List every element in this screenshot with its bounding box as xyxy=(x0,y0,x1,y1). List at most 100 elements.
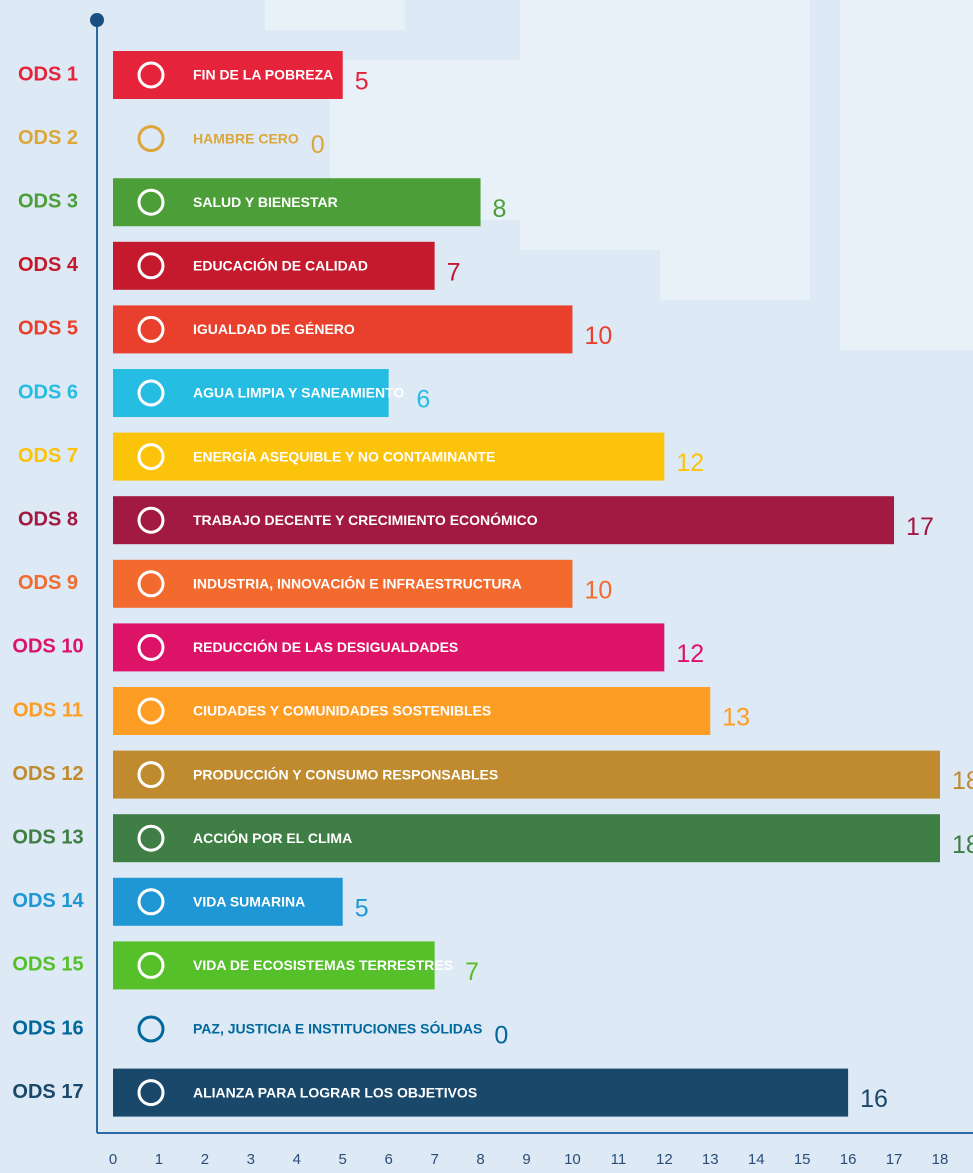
x-tick-label: 14 xyxy=(748,1151,765,1168)
bar-icon xyxy=(137,1015,165,1043)
x-tick-label: 15 xyxy=(794,1151,811,1168)
category-label: ODS 9 xyxy=(18,572,78,594)
value-label: 18 xyxy=(952,831,973,859)
x-tick-label: 7 xyxy=(430,1151,438,1168)
background xyxy=(265,0,973,350)
bar xyxy=(113,369,389,417)
category-label: ODS 15 xyxy=(12,954,83,976)
category-label: ODS 14 xyxy=(12,890,84,912)
bar xyxy=(113,750,940,799)
x-tick-label: 5 xyxy=(339,1151,347,1168)
bar-icon xyxy=(137,824,165,852)
value-label: 12 xyxy=(676,640,704,668)
category-label: ODS 5 xyxy=(18,318,78,340)
bar-icon xyxy=(137,379,165,407)
bar xyxy=(113,687,711,735)
x-tick-label: 4 xyxy=(293,1151,301,1168)
bar-label: VIDA SUMARINA xyxy=(193,894,305,910)
category-label: ODS 1 xyxy=(18,63,78,85)
value-label: 8 xyxy=(493,195,507,223)
bar-icon xyxy=(137,761,165,789)
bar-label: AGUA LIMPIA Y SANEAMIENTO xyxy=(193,385,404,401)
bar-label: FIN DE LA POBREZA xyxy=(193,67,333,83)
bar-icon xyxy=(137,61,165,89)
category-label: ODS 17 xyxy=(12,1081,83,1103)
bar-icon xyxy=(137,888,165,916)
x-tick-label: 17 xyxy=(886,1151,903,1168)
bar-icon xyxy=(137,951,165,979)
axis-dot xyxy=(90,13,104,27)
category-label: ODS 7 xyxy=(18,445,78,467)
bar-icon xyxy=(137,1079,165,1107)
value-label: 12 xyxy=(676,449,704,477)
category-label: ODS 12 xyxy=(12,763,83,785)
value-label: 0 xyxy=(311,131,325,159)
x-tick-label: 13 xyxy=(702,1151,719,1168)
bar xyxy=(113,241,435,290)
bar-icon xyxy=(137,252,165,280)
bar-label: SALUD Y BIENESTAR xyxy=(193,194,338,210)
bar xyxy=(113,432,665,481)
x-tick-label: 12 xyxy=(656,1151,673,1168)
bar xyxy=(113,877,343,926)
bar-label: PRODUCCIÓN Y CONSUMO RESPONSABLES xyxy=(193,765,498,782)
value-label: 16 xyxy=(860,1085,888,1113)
bar-icon xyxy=(137,188,165,216)
value-label: 7 xyxy=(447,258,461,286)
x-tick-label: 18 xyxy=(932,1151,949,1168)
bar xyxy=(113,305,573,354)
x-tick-label: 9 xyxy=(522,1151,530,1168)
value-label: 18 xyxy=(952,767,973,795)
value-label: 13 xyxy=(722,704,750,732)
x-tick-label: 8 xyxy=(476,1151,484,1168)
x-tick-label: 6 xyxy=(384,1151,392,1168)
bar-label: ACCIÓN POR EL CLIMA xyxy=(193,829,352,846)
value-label: 5 xyxy=(355,894,369,922)
category-label: ODS 8 xyxy=(18,508,78,530)
bar-icon xyxy=(137,315,165,343)
category-label: ODS 16 xyxy=(12,1017,83,1039)
value-label: 10 xyxy=(584,322,612,350)
bar xyxy=(113,51,343,99)
value-label: 7 xyxy=(465,958,479,986)
bar-label: REDUCCIÓN DE LAS DESIGUALDADES xyxy=(193,638,458,655)
x-tick-label: 0 xyxy=(109,1151,117,1168)
value-label: 10 xyxy=(584,576,612,604)
x-tick-label: 11 xyxy=(611,1151,627,1168)
bar xyxy=(113,941,435,990)
bar xyxy=(113,1068,849,1117)
bar-icon xyxy=(137,506,165,534)
bar-icon xyxy=(137,570,165,598)
category-label: ODS 10 xyxy=(12,636,83,658)
bar-icon xyxy=(137,443,165,471)
value-label: 5 xyxy=(355,68,369,96)
bar-label: IGUALDAD DE GÉNERO xyxy=(193,321,355,337)
bar-label: HAMBRE CERO xyxy=(193,130,299,146)
bar-label: PAZ, JUSTICIA E INSTITUCIONES SÓLIDAS xyxy=(193,1020,482,1037)
x-tick-label: 2 xyxy=(201,1151,209,1168)
bar-icon xyxy=(137,125,165,153)
value-label: 6 xyxy=(416,386,430,414)
bar xyxy=(113,623,665,672)
bar-label: TRABAJO DECENTE Y CRECIMIENTO ECONÓMICO xyxy=(193,511,538,528)
category-label: ODS 3 xyxy=(18,190,78,212)
x-tick-label: 3 xyxy=(247,1151,255,1168)
category-label: ODS 6 xyxy=(18,381,78,403)
category-label: ODS 11 xyxy=(13,699,83,721)
value-label: 0 xyxy=(494,1022,508,1050)
x-tick-label: 1 xyxy=(155,1151,163,1168)
category-label: ODS 2 xyxy=(18,127,78,149)
x-tick-label: 10 xyxy=(564,1151,581,1168)
bar-label: EDUCACIÓN DE CALIDAD xyxy=(193,257,368,274)
category-label: ODS 13 xyxy=(12,826,83,848)
category-label: ODS 4 xyxy=(18,254,79,276)
bar xyxy=(113,814,940,863)
value-label: 17 xyxy=(906,513,934,541)
bar-label: INDUSTRIA, INNOVACIÓN E INFRAESTRUCTURA xyxy=(193,575,522,592)
bar-label: CIUDADES Y COMUNIDADES SOSTENIBLES xyxy=(193,703,491,719)
bar-label: ENERGÍA ASEQUIBLE Y NO CONTAMINANTE xyxy=(193,448,495,464)
bar-icon xyxy=(137,697,165,725)
bar xyxy=(113,178,481,227)
bar-label: VIDA DE ECOSISTEMAS TERRESTRES xyxy=(193,957,453,973)
